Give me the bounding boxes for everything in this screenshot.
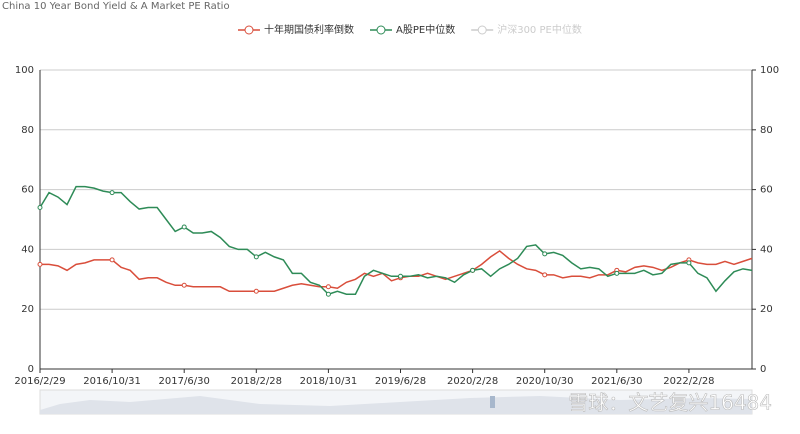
x-tick-label: 2019/6/28 [375,376,426,387]
y-tick-label: 20 [21,304,34,315]
y2-tick-label: 0 [760,364,766,375]
point-marker [253,288,259,294]
chart-title: China 10 Year Bond Yield & A Market PE R… [2,1,230,12]
point-marker [325,284,331,290]
x-tick-label: 2021/6/30 [591,376,642,387]
series-line [39,185,753,296]
zoom-shadow[interactable] [40,396,752,414]
series-line [40,249,753,293]
x-tick-label: 2018/2/28 [231,376,282,387]
legend-label: A股PE中位数 [396,23,455,36]
point-marker [181,224,187,230]
legend-item[interactable]: 十年期国债利率倒数 [238,23,354,36]
y2-tick-label: 20 [760,304,773,315]
point-marker [398,273,404,279]
point-marker [181,282,187,288]
legend-item[interactable]: 沪深300 PE中位数 [471,23,582,36]
legend-item[interactable]: A股PE中位数 [370,23,455,36]
data-zoom [39,389,753,415]
legend-marker [244,25,254,35]
point-marker [37,205,43,211]
point-marker [686,260,692,266]
y-tick-label: 0 [28,364,34,375]
y2-tick-label: 80 [760,125,773,136]
watermark: 雪球：文艺复兴16484 [568,391,772,415]
point-marker [325,291,331,297]
point-marker [542,251,548,257]
y2-tick-label: 60 [760,185,773,196]
point-marker [37,261,43,267]
y-tick-label: 60 [21,185,34,196]
x-tick-label: 2018/10/31 [300,376,358,387]
point-marker [614,270,620,276]
point-marker [542,272,548,278]
y-tick-label: 80 [21,125,34,136]
x-tick-label: 2016/10/31 [83,376,141,387]
zoom-handle[interactable] [490,396,495,408]
x-tick-label: 2017/6/30 [159,376,210,387]
x-tick-label: 2020/10/30 [516,376,574,387]
legend-marker [376,25,386,35]
legend-label: 沪深300 PE中位数 [497,23,582,36]
point-marker [470,267,476,273]
legend-marker [477,25,487,35]
point-marker [253,254,259,260]
legend-label: 十年期国债利率倒数 [264,23,354,36]
x-tick-label: 2016/2/29 [14,376,65,387]
x-tick-label: 2022/2/28 [663,376,714,387]
point-marker [109,190,115,196]
y-tick-label: 40 [21,244,34,255]
y2-tick-label: 100 [760,65,779,76]
y-tick-label: 100 [15,65,34,76]
point-marker [109,257,115,263]
x-tick-label: 2020/2/28 [447,376,498,387]
y2-tick-label: 40 [760,244,773,255]
